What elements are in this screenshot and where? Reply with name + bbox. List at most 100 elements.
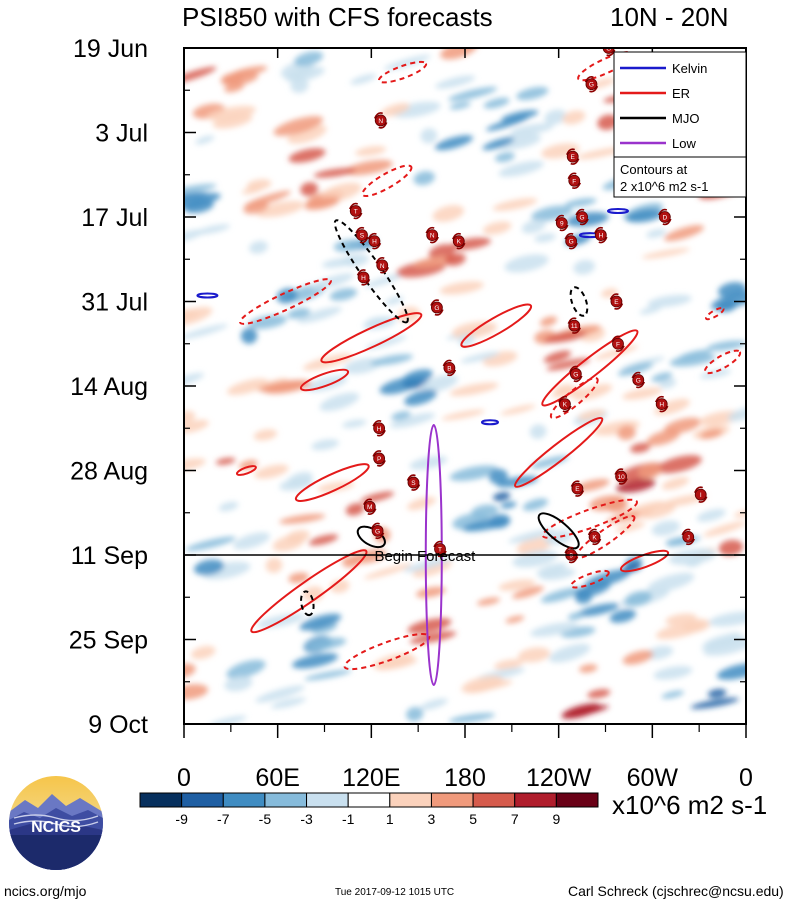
y-tick-label: 14 Aug xyxy=(70,373,148,401)
legend: Kelvin ER MJO Low Contours at 2 x10^6 m2 s-1 xyxy=(613,51,747,198)
storm-marker: 9 xyxy=(555,214,569,232)
storm-label: D xyxy=(662,215,667,222)
storm-label: G xyxy=(434,305,439,312)
y-tick-label: 9 Oct xyxy=(88,711,148,739)
storm-marker: H xyxy=(356,269,371,286)
y-tick-label: 19 Jun xyxy=(73,35,148,63)
colorbar-units: x10^6 m2 s-1 xyxy=(612,790,768,820)
storm-marker: E xyxy=(570,480,585,497)
legend-label: ER xyxy=(672,86,690,101)
storm-label: E xyxy=(571,154,576,161)
storm-label: K xyxy=(592,534,597,541)
legend-label: Low xyxy=(672,136,696,151)
storm-label: G xyxy=(573,371,578,378)
storm-marker: D xyxy=(658,208,672,226)
storm-marker: G xyxy=(584,75,599,93)
colorbar-swatch xyxy=(139,792,183,808)
colorbar-label: -9 xyxy=(175,811,188,827)
storm-marker: I xyxy=(693,486,708,503)
storm-marker: E xyxy=(609,293,624,310)
plot-frame: 19 Jun 3 Jul 17 Jul 31 Jul 14 Aug 28 Aug 11 Se… xyxy=(69,35,753,792)
colorbar-swatch xyxy=(430,792,474,808)
colorbar-swatch xyxy=(389,792,432,808)
storm-label: G xyxy=(589,82,594,89)
colorbar-swatch xyxy=(347,792,391,808)
storm-marker: J xyxy=(681,528,695,546)
colorbar-swatch xyxy=(222,792,266,808)
storm-label: K xyxy=(457,239,462,246)
storm-label: E xyxy=(575,486,580,493)
x-tick-label: 120W xyxy=(526,764,592,792)
colorbar-swatch xyxy=(514,792,557,808)
colorbar-label: -3 xyxy=(300,811,313,827)
colorbar-label: -1 xyxy=(342,811,355,827)
x-tick-label: 120E xyxy=(342,764,400,792)
x-tick-label: 0 xyxy=(177,764,191,792)
storm-marker: N xyxy=(375,257,389,274)
storm-marker: H xyxy=(594,226,608,244)
storm-label: 9 xyxy=(560,221,564,228)
colorbar-label: -7 xyxy=(217,811,230,827)
storm-marker: 10 xyxy=(614,468,628,485)
storm-label: H xyxy=(372,239,377,246)
colorbar-swatch xyxy=(306,792,349,808)
y-tick-label: 31 Jul xyxy=(81,289,148,317)
colorbar-label: 3 xyxy=(428,811,436,827)
storm-marker: G xyxy=(631,371,646,389)
storm-label: I xyxy=(700,492,702,499)
storm-marker: G xyxy=(370,522,385,540)
colorbar-label: 5 xyxy=(469,811,477,827)
storm-marker: K xyxy=(587,528,602,546)
storm-marker: K xyxy=(558,395,572,413)
storm-marker: B xyxy=(442,359,457,377)
colorbar-label: 7 xyxy=(511,811,519,827)
footer-url[interactable]: ncics.org/mjo xyxy=(4,883,87,899)
storm-label: G xyxy=(375,528,380,535)
storm-label: H xyxy=(377,426,382,433)
chart-title: PSI850 with CFS forecasts xyxy=(182,2,493,32)
storm-label: N xyxy=(430,233,435,240)
storm-label: K xyxy=(563,402,568,409)
storm-marker: G xyxy=(575,208,589,226)
storm-marker: P xyxy=(372,450,386,467)
storm-marker: H xyxy=(372,420,386,437)
storm-marker: T xyxy=(348,202,363,220)
footer-author: Carl Schreck (cjschrec@ncsu.edu) xyxy=(568,883,784,899)
storm-label: 11 xyxy=(571,323,578,330)
storm-marker: S xyxy=(406,474,421,491)
y-tick-label: 11 Sep xyxy=(71,542,148,570)
y-tick-label: 3 Jul xyxy=(95,120,148,148)
storm-label: 10 xyxy=(617,474,625,481)
region-label: 10N - 20N xyxy=(610,2,729,32)
storm-marker: 11 xyxy=(567,317,582,334)
storm-marker: H xyxy=(654,395,669,413)
colorbar-swatch xyxy=(472,792,516,808)
storm-marker: F xyxy=(611,335,625,352)
colorbar-label: 9 xyxy=(552,811,560,827)
storm-label: 9 xyxy=(569,553,573,560)
storm-marker: E xyxy=(565,148,580,165)
storm-marker: H xyxy=(367,232,382,250)
colorbar-label: 1 xyxy=(386,811,394,827)
storm-label: H xyxy=(598,233,603,240)
y-tick-label: 28 Aug xyxy=(70,458,148,486)
legend-note-2: 2 x10^6 m2 s-1 xyxy=(620,179,708,194)
storm-label: N xyxy=(380,263,385,270)
storm-marker: N xyxy=(425,226,439,244)
y-tick-label: 25 Sep xyxy=(69,627,148,655)
storm-marker: F xyxy=(567,172,582,190)
colorbar-swatch xyxy=(264,792,308,808)
storm-label: G xyxy=(606,46,611,53)
colorbar-swatch xyxy=(181,792,224,808)
x-tick-label: 60E xyxy=(255,764,299,792)
storm-marker: K xyxy=(452,232,466,250)
storm-label: M xyxy=(367,504,372,511)
x-tick-label: 60W xyxy=(627,764,679,792)
storm-label: P xyxy=(377,456,381,463)
storm-marker: S xyxy=(355,226,369,244)
colorbar: -9 -7 -5 -3 -1 1 3 5 7 9 xyxy=(139,792,599,827)
storm-label: S xyxy=(411,480,416,487)
forecast-label: Begin Forecast xyxy=(374,548,476,565)
